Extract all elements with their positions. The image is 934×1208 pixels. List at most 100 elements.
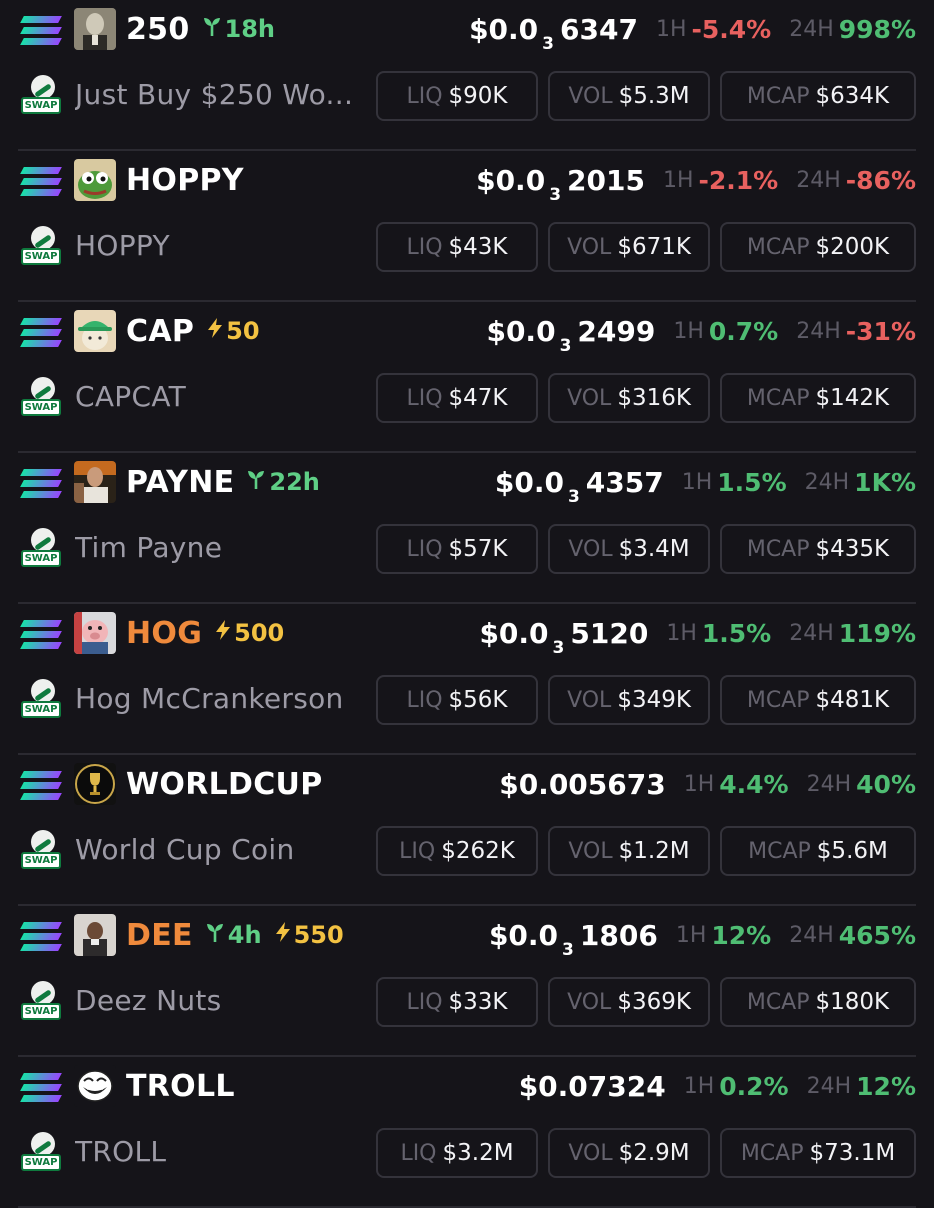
token-row[interactable]: WORLDCUP $0.005673 1H 4.4% 24H 40% SWAP World C… [18, 755, 916, 906]
token-ticker[interactable]: 250 [126, 11, 190, 47]
liq-label: LIQ [406, 687, 443, 713]
token-ticker[interactable]: PAYNE [126, 464, 235, 500]
token-row[interactable]: 250 18h $0.0 3 6347 1H -5.4% 24H 998% SWAP Just Bu… [18, 0, 916, 151]
vol-pill[interactable]: VOL $349K [548, 675, 710, 725]
token-price: $0.07324 [519, 1070, 666, 1103]
token-ticker[interactable]: HOG [126, 615, 203, 651]
token-metrics: LIQ $43K VOL $671K MCAP $200K [376, 222, 916, 272]
token-ticker[interactable]: TROLL [126, 1068, 235, 1104]
vol-pill[interactable]: VOL $3.4M [548, 524, 710, 574]
liq-value: $47K [448, 385, 508, 411]
price-zero-count: 3 [542, 33, 555, 54]
hog-cartoon-icon[interactable] [74, 612, 116, 654]
token-row[interactable]: CAP 50 $0.0 3 2499 1H 0.7% 24H -31% SWAP CAPCAT LIQ… [18, 302, 916, 453]
vol-value: $349K [617, 687, 691, 713]
troll-face-icon[interactable] [74, 1065, 116, 1107]
athlete-portrait-icon[interactable] [74, 461, 116, 503]
token-name: CAPCAT [75, 380, 187, 413]
change-24h-label: 24H [806, 771, 852, 797]
swap-ball [31, 981, 55, 1005]
token-row[interactable]: TROLL $0.07324 1H 0.2% 24H 12% SWAP TROLL LIQ $3.… [18, 1057, 916, 1208]
vol-pill[interactable]: VOL $5.3M [548, 71, 710, 121]
mcap-label: MCAP [746, 83, 810, 109]
price-zero-count: 3 [562, 939, 574, 960]
token-ticker[interactable]: DEE [126, 917, 193, 953]
swap-icon[interactable]: SWAP [21, 377, 61, 421]
vol-pill[interactable]: VOL $1.2M [548, 826, 710, 876]
solana-icon [18, 918, 62, 956]
person-portrait-icon[interactable] [74, 914, 116, 956]
token-name: World Cup Coin [75, 833, 295, 866]
token-stats: $0.0 3 5120 1H 1.5% 24H 119% [479, 611, 916, 658]
liq-pill[interactable]: LIQ $33K [376, 977, 538, 1027]
change-24h-label: 24H [796, 318, 841, 344]
mcap-label: MCAP [748, 838, 811, 864]
swap-icon[interactable]: SWAP [21, 679, 61, 723]
mcap-pill[interactable]: MCAP $634K [720, 71, 916, 121]
liq-label: LIQ [406, 83, 443, 109]
vol-label: VOL [567, 234, 612, 260]
liq-pill[interactable]: LIQ $90K [376, 71, 538, 121]
mcap-pill[interactable]: MCAP $435K [720, 524, 916, 574]
token-row[interactable]: DEE 4h 550 $0.0 3 1806 1H 12% 24H 465% SWAP Deez Nu… [18, 906, 916, 1057]
swap-icon[interactable]: SWAP [21, 75, 61, 119]
swap-ball [31, 75, 55, 99]
swap-icon[interactable]: SWAP [21, 528, 61, 572]
token-row[interactable]: HOPPY $0.0 3 2015 1H -2.1% 24H -86% SWAP HOPPY LIQ… [18, 151, 916, 302]
cat-in-cap-icon[interactable] [74, 310, 116, 352]
liq-pill[interactable]: LIQ $47K [376, 373, 538, 423]
mcap-pill[interactable]: MCAP $73.1M [720, 1128, 916, 1178]
token-row[interactable]: HOG 500 $0.0 3 5120 1H 1.5% 24H 119% SWAP Hog McCr… [18, 604, 916, 755]
swap-icon[interactable]: SWAP [21, 981, 61, 1025]
vol-pill[interactable]: VOL $2.9M [548, 1128, 710, 1178]
change-1h-label: 1H [673, 318, 704, 344]
trump-portrait-icon[interactable] [74, 8, 116, 50]
mcap-pill[interactable]: MCAP $142K [720, 373, 916, 423]
token-row[interactable]: PAYNE 22h $0.0 3 4357 1H 1.5% 24H 1K% SWAP Tim Pay… [18, 453, 916, 604]
swap-label: SWAP [21, 399, 61, 416]
liq-pill[interactable]: LIQ $57K [376, 524, 538, 574]
swap-icon[interactable]: SWAP [21, 226, 61, 270]
vol-pill[interactable]: VOL $316K [548, 373, 710, 423]
liq-pill[interactable]: LIQ $3.2M [376, 1128, 538, 1178]
vol-value: $1.2M [618, 838, 690, 864]
liq-pill[interactable]: LIQ $262K [376, 826, 538, 876]
swap-label: SWAP [21, 97, 61, 114]
mcap-pill[interactable]: MCAP $200K [720, 222, 916, 272]
vol-pill[interactable]: VOL $671K [548, 222, 710, 272]
change-24h-label: 24H [789, 922, 834, 948]
price-prefix: $0.07324 [518, 1069, 666, 1103]
mcap-value: $481K [815, 687, 890, 713]
liq-pill[interactable]: LIQ $56K [376, 675, 538, 725]
vol-value: $369K [617, 989, 691, 1015]
liq-pill[interactable]: LIQ $43K [376, 222, 538, 272]
swap-icon[interactable]: SWAP [21, 1132, 61, 1176]
world-cup-trophy-icon[interactable] [74, 763, 116, 805]
change-24h-label: 24H [789, 16, 834, 42]
mcap-label: MCAP [746, 989, 810, 1015]
mcap-pill[interactable]: MCAP $5.6M [720, 826, 916, 876]
price-prefix: $0.0 [494, 465, 564, 499]
vol-pill[interactable]: VOL $369K [548, 977, 710, 1027]
mcap-pill[interactable]: MCAP $180K [720, 977, 916, 1027]
price-prefix: $0.0 [476, 163, 546, 197]
token-age-value: 22h [269, 468, 320, 496]
pepe-frog-icon[interactable] [74, 159, 116, 201]
token-boost-value: 50 [226, 317, 260, 345]
change-1h-value: 0.7% [708, 316, 779, 346]
swap-ball [31, 1132, 55, 1156]
token-ticker[interactable]: WORLDCUP [126, 766, 323, 802]
mcap-label: MCAP [740, 1140, 804, 1166]
token-name: TROLL [75, 1135, 167, 1168]
solana-icon [18, 314, 62, 352]
token-ticker[interactable]: CAP [126, 313, 195, 349]
swap-ball [31, 226, 55, 250]
mcap-pill[interactable]: MCAP $481K [720, 675, 916, 725]
token-ticker[interactable]: HOPPY [126, 162, 244, 198]
token-title: PAYNE 22h [126, 460, 320, 504]
swap-icon[interactable]: SWAP [21, 830, 61, 874]
price-zero-count: 3 [552, 637, 565, 658]
mcap-label: MCAP [746, 385, 810, 411]
price-zero-count: 3 [559, 335, 572, 356]
liq-value: $90K [448, 83, 508, 109]
